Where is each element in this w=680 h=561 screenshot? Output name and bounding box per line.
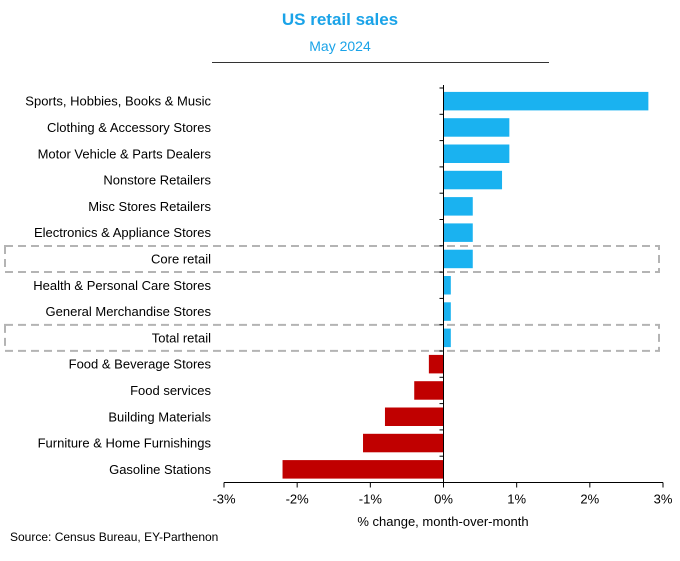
highlight-box-core-retail [4, 244, 660, 273]
bar-general-merchandise-stores [443, 302, 451, 321]
bars [282, 91, 649, 479]
bar-clothing-accessory-stores [443, 118, 510, 137]
x-tick-label: 0% [434, 492, 453, 507]
x-tick-labels: -3% -2% -1% 0% 1% 2% 3% [212, 492, 672, 507]
category-label-misc-stores-retailers: Misc Stores Retailers [88, 199, 211, 214]
x-tick-label: 3% [654, 492, 673, 507]
bar-nonstore-retailers [443, 170, 503, 190]
category-label-electronics-appliance-stores: Electronics & Appliance Stores [34, 225, 212, 240]
bar-sports-hobbies-books-music [443, 91, 649, 111]
bar-total-retail [443, 328, 451, 348]
chart-subtitle: May 2024 [309, 38, 371, 54]
x-tick-label: 1% [507, 492, 526, 507]
category-label-core-retail: Core retail [151, 251, 211, 266]
category-label-sports-hobbies-books-music: Sports, Hobbies, Books & Music [25, 94, 211, 109]
bar-core-retail [443, 249, 473, 269]
x-tick-label: -2% [286, 492, 310, 507]
bar-building-materials [384, 407, 444, 426]
bar-electronics-appliance-stores [443, 223, 473, 242]
source-note: Source: Census Bureau, EY-Parthenon [10, 530, 219, 544]
category-label-clothing-accessory-stores: Clothing & Accessory Stores [47, 120, 212, 135]
title-divider [212, 62, 549, 63]
bar-gasoline-stations [282, 460, 444, 479]
highlight-boxes [4, 244, 660, 352]
bar-food-beverage-stores [428, 354, 444, 374]
x-tick-label: -1% [359, 492, 383, 507]
x-axis-label: % change, month-over-month [357, 514, 528, 529]
category-label-building-materials: Building Materials [108, 409, 211, 424]
category-label-total-retail: Total retail [152, 330, 211, 345]
chart-title: US retail sales [281, 10, 399, 29]
category-label-nonstore-retailers: Nonstore Retailers [103, 173, 211, 188]
category-label-food-services: Food services [130, 383, 211, 398]
bar-food-services [414, 381, 444, 400]
category-label-food-beverage-stores: Food & Beverage Stores [69, 357, 212, 372]
bar-health-personal-care-stores [443, 276, 451, 295]
x-tick-label: -3% [212, 492, 236, 507]
x-tick-label: 2% [580, 492, 599, 507]
bar-misc-stores-retailers [443, 197, 473, 216]
category-labels: Sports, Hobbies, Books & Music Clothing &… [25, 94, 211, 477]
category-label-furniture-home-furnishings: Furniture & Home Furnishings [38, 436, 212, 451]
axes [223, 85, 664, 488]
category-label-gasoline-stations: Gasoline Stations [109, 462, 211, 477]
category-label-general-merchandise-stores: General Merchandise Stores [46, 304, 212, 319]
highlight-box-total-retail [4, 323, 660, 352]
category-label-motor-vehicle-parts-dealers: Motor Vehicle & Parts Dealers [38, 146, 212, 161]
category-label-health-personal-care-stores: Health & Personal Care Stores [33, 278, 211, 293]
bar-motor-vehicle-parts-dealers [443, 144, 510, 163]
bar-furniture-home-furnishings [363, 433, 444, 453]
bar-chart: Sports, Hobbies, Books & Music Clothing &… [4, 85, 673, 529]
